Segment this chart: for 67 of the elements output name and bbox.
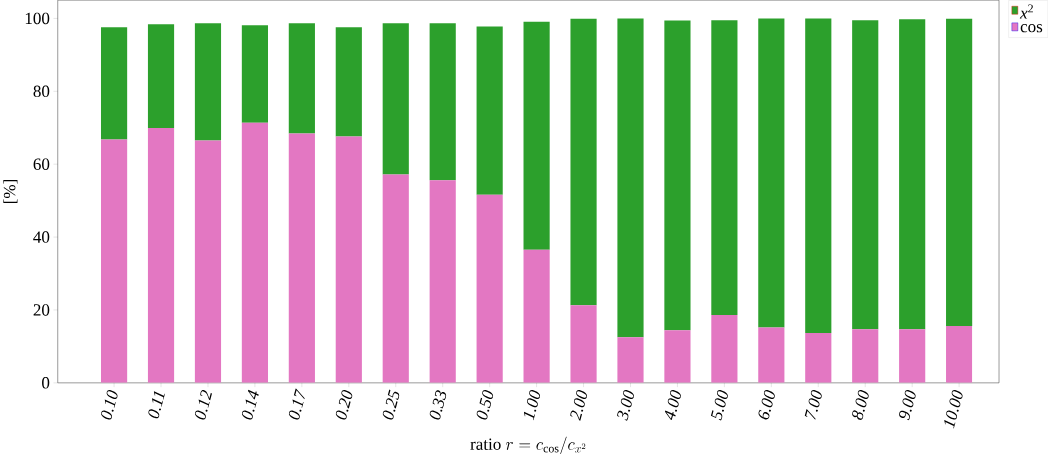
- x-tick-label: 0.33: [429, 389, 447, 420]
- bar: [476, 194, 503, 383]
- x-tick-label: 0.10: [101, 389, 118, 420]
- bar: [852, 20, 879, 330]
- bar: [288, 22, 315, 134]
- bar: [100, 139, 128, 383]
- x-tick-label: 0.12: [195, 389, 212, 420]
- x-tick-label: 3.00: [617, 389, 634, 421]
- y-axis-title: [%]: [3, 179, 18, 203]
- x-tick-label: 0.20: [335, 389, 353, 420]
- bar: [476, 26, 503, 195]
- y-tick-label: 40: [33, 231, 50, 243]
- bar: [335, 136, 362, 383]
- bar: [570, 18, 597, 306]
- bar: [194, 22, 222, 141]
- bar: [946, 325, 973, 383]
- x-tick-label: 7.00: [804, 389, 822, 420]
- bar: [570, 305, 597, 383]
- legend-label: x$^{2}$: [1019, 4, 1033, 19]
- x-tick-label: 0.11: [148, 391, 165, 419]
- x-tick-label: 2.00: [570, 389, 587, 421]
- bar: [241, 25, 268, 123]
- legend-label: cos: [1020, 23, 1043, 33]
- bar: [617, 18, 644, 338]
- x-tick-label: 10.00: [944, 389, 963, 429]
- y-tick-label: 20: [33, 304, 50, 316]
- x-axis-title: $\mathrm{ratio}\ r = c_{\cos}/c_{x^2}$: [470, 436, 586, 454]
- y-tick-label: 0: [42, 376, 50, 389]
- bar: [241, 122, 268, 383]
- x-tick-label: 6.00: [758, 389, 775, 420]
- bar: [664, 330, 691, 383]
- bar: [147, 127, 175, 383]
- bar: [805, 18, 832, 333]
- bar: [852, 329, 879, 383]
- bar: [288, 133, 315, 383]
- x-tick-label: 5.00: [710, 389, 728, 421]
- bar: [523, 249, 550, 383]
- x-tick-label: 0.50: [476, 389, 494, 420]
- x-tick-label: 8.00: [852, 389, 869, 420]
- y-tick-label: 100: [25, 12, 50, 24]
- bar: [758, 327, 785, 383]
- bar: [523, 21, 550, 250]
- bar: [711, 314, 738, 383]
- x-tick-label: 0.25: [382, 389, 400, 420]
- bar: [147, 24, 175, 128]
- x-tick-label: 9.00: [899, 389, 916, 421]
- bar: [805, 332, 832, 383]
- y-tick-label: 80: [33, 85, 50, 97]
- y-tick-label: 60: [33, 158, 50, 170]
- bar: [194, 140, 222, 383]
- x-tick-label: 4.00: [664, 389, 681, 420]
- bar: [429, 22, 456, 181]
- bar: [100, 26, 128, 140]
- bar: [946, 18, 973, 326]
- bar: [664, 20, 691, 331]
- bar: [335, 26, 362, 137]
- bar: [382, 22, 409, 175]
- bar: [899, 329, 926, 383]
- bar: [429, 180, 456, 383]
- x-tick-label: 0.17: [288, 388, 305, 420]
- bar: [899, 18, 926, 330]
- bar: [617, 337, 644, 383]
- bar: [758, 18, 785, 328]
- x-tick-label: 0.14: [241, 389, 259, 420]
- bar: [382, 174, 409, 383]
- bar: [711, 20, 738, 315]
- x-tick-label: 1.00: [523, 389, 541, 421]
